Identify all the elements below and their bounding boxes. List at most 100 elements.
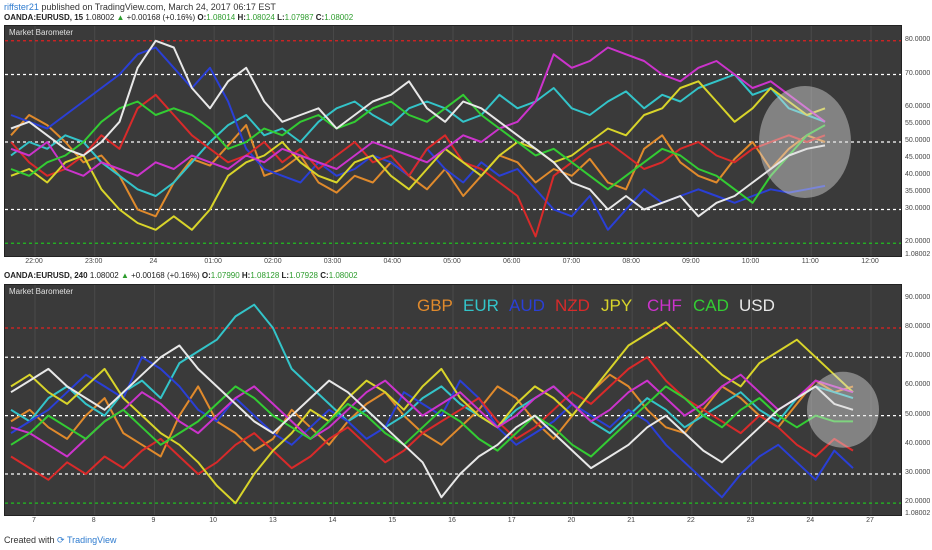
x-tick-label: 15 <box>388 517 397 524</box>
x-tick-label: 24 <box>149 258 158 265</box>
y-tick-label: 40.0000 <box>905 170 931 178</box>
tradingview-logo-icon: ⟳ <box>57 535 65 545</box>
x-tick-label: 02:00 <box>264 258 282 265</box>
series-line-gbp <box>10 114 826 218</box>
x-tick-label: 01:00 <box>204 258 222 265</box>
author-link[interactable]: riffster21 <box>4 2 39 12</box>
y-tick-label: 55.0000 <box>905 120 931 128</box>
legend-eur: EUR <box>463 296 499 315</box>
series-line-nzd <box>10 356 854 481</box>
y-tick-label: 40.0000 <box>905 439 931 447</box>
x-tick-label: 22 <box>686 517 695 524</box>
x-tick-label: 7 <box>32 517 36 524</box>
x-tick-label: 10 <box>209 517 218 524</box>
last-price: 1.08002 <box>89 271 119 280</box>
indicator-title: Market Barometer <box>9 28 74 37</box>
time-axis-15m[interactable]: 22:00 23:00 24 01:00 02:00 03:00 04:00 05:00 06:… <box>4 257 902 269</box>
up-arrow-icon: ▲ <box>120 271 129 280</box>
y-tick-label: 70.0000 <box>905 69 931 77</box>
x-tick-label: 05:00 <box>443 258 461 265</box>
last-price: 1.08002 <box>85 13 115 22</box>
legend-jpy: JPY <box>601 296 632 315</box>
y-tick-label: 60.0000 <box>905 103 931 111</box>
y-tick-label: 45.0000 <box>905 153 931 161</box>
x-tick-label: 13 <box>268 517 277 524</box>
series-line-gbp <box>10 373 854 458</box>
series-line-jpy <box>10 80 826 231</box>
y-tick-label: 1.08002 <box>905 251 931 258</box>
x-tick-label: 11:00 <box>801 258 819 265</box>
symbol-name: OANDA:EURUSD, 15 <box>4 13 84 22</box>
y-tick-label: 80.0000 <box>905 35 931 43</box>
series-line-eur <box>10 73 826 197</box>
x-tick-label: 20 <box>567 517 576 524</box>
x-tick-label: 23 <box>746 517 755 524</box>
x-tick-label: 09:00 <box>682 258 700 265</box>
footer: Created with ⟳ TradingView <box>4 535 116 546</box>
series-line-eur <box>10 303 854 435</box>
open-value: 1.07990 <box>210 271 240 280</box>
x-tick-label: 24 <box>806 517 815 524</box>
series-line-usd <box>10 39 826 218</box>
symbol-name: OANDA:EURUSD, 240 <box>4 271 88 280</box>
y-tick-label: 20.0000 <box>905 238 931 246</box>
publish-header: riffster21 published on TradingView.com,… <box>4 2 276 12</box>
y-tick-label: 1.08002 <box>905 510 931 517</box>
legend-aud: AUD <box>509 296 545 315</box>
series-line-jpy <box>10 321 854 505</box>
y-tick-label: 70.0000 <box>905 352 931 360</box>
up-arrow-icon: ▲ <box>116 13 125 22</box>
legend-nzd: NZD <box>555 296 590 315</box>
y-tick-label: 60.0000 <box>905 381 931 389</box>
x-tick-label: 8 <box>91 517 96 524</box>
x-tick-label: 14 <box>328 517 337 524</box>
x-tick-label: 23:00 <box>84 258 103 265</box>
open-value: 1.08014 <box>206 13 236 22</box>
low-value: 1.07928 <box>289 271 318 280</box>
x-tick-label: 27 <box>866 517 874 524</box>
y-tick-label: 80.0000 <box>905 323 931 331</box>
chart-panel-15m[interactable]: Market Barometer <box>4 25 902 257</box>
x-tick-label: 22:00 <box>25 258 43 265</box>
close-value: 1.08002 <box>328 271 358 280</box>
x-tick-label: 03:00 <box>323 258 342 265</box>
series-line-nzd <box>10 93 826 238</box>
x-tick-label: 04:00 <box>383 258 402 265</box>
publish-info: published on TradingView.com, March 24, … <box>38 2 276 12</box>
legend-usd: USD <box>739 296 775 315</box>
low-value: 1.07987 <box>284 13 314 22</box>
x-tick-label: 21 <box>627 517 636 524</box>
series-line-usd <box>10 344 854 499</box>
close-value: 1.08002 <box>324 13 354 22</box>
x-tick-label: 07:00 <box>562 258 581 265</box>
series-line-cad <box>10 93 826 204</box>
y-tick-label: 30.0000 <box>905 468 931 476</box>
chart-plot-4h: GBP EUR AUD NZD JPY CHF CAD USD <box>5 285 901 515</box>
created-with-label: Created with <box>4 535 55 545</box>
x-tick-label: 9 <box>151 517 156 524</box>
price-change: +0.00168 (+0.16%) <box>126 13 196 22</box>
y-tick-label: 30.0000 <box>905 204 931 212</box>
chart-panel-4h[interactable]: GBP EUR AUD NZD JPY CHF CAD USD Market Baromete… <box>4 284 902 516</box>
price-axis-15m[interactable]: 80.0000 70.0000 60.0000 55.0000 50.0000 45.00… <box>902 25 932 258</box>
highlight-ellipse <box>759 86 851 198</box>
series-line-chf <box>10 46 826 177</box>
x-tick-label: 10:00 <box>741 258 760 265</box>
x-tick-label: 16 <box>448 517 456 524</box>
tradingview-link[interactable]: TradingView <box>66 535 117 545</box>
time-axis-4h[interactable]: 7 8 9 10 13 14 15 16 17 20 21 22 23 24 27 <box>4 516 902 528</box>
y-tick-label: 50.0000 <box>905 410 931 418</box>
series-line-chf <box>10 373 854 458</box>
price-change: +0.00168 (+0.16%) <box>131 271 200 280</box>
legend-chf: CHF <box>647 296 682 315</box>
y-tick-label: 50.0000 <box>905 137 931 144</box>
chart-plot-15m <box>5 26 901 256</box>
price-axis-4h[interactable]: 90.0000 80.0000 70.0000 60.0000 50.0000 40.00… <box>902 284 932 517</box>
legend-cad: CAD <box>693 296 729 315</box>
symbol-line-1: OANDA:EURUSD, 15 1.08002 ▲ +0.00168 (+0.… <box>4 13 354 22</box>
x-tick-label: 12:00 <box>861 258 879 265</box>
indicator-title: Market Barometer <box>9 287 74 296</box>
high-value: 1.08128 <box>250 271 280 280</box>
y-tick-label: 35.0000 <box>905 187 931 195</box>
highlight-ellipse <box>807 371 879 448</box>
